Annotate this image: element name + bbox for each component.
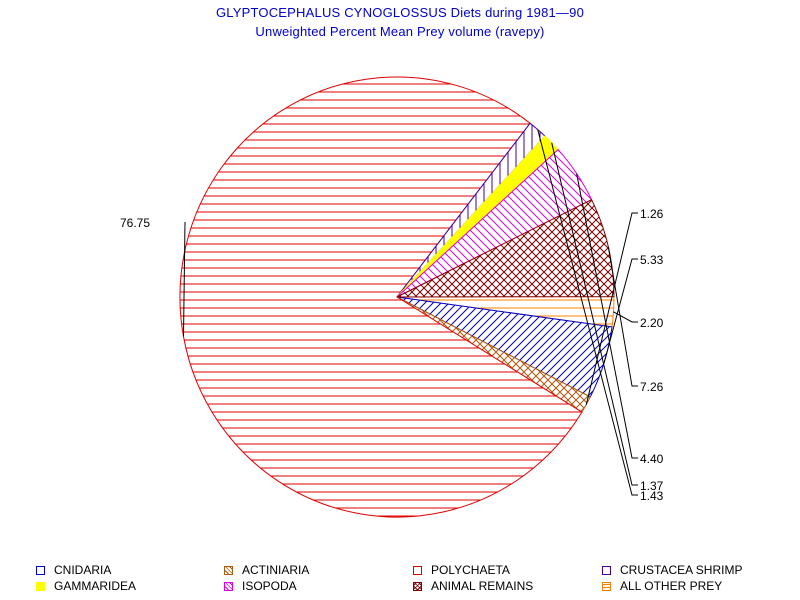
legend-swatch [224, 566, 233, 575]
leader-line [607, 246, 638, 387]
legend-label: ALL OTHER PREY [620, 579, 723, 593]
slice-value-label: 4.40 [640, 452, 664, 466]
legend-item-isopoda: ISOPODA [224, 578, 297, 594]
legend-item-gammaridea: GAMMARIDEA [36, 578, 136, 594]
slice-value-label: 76.75 [120, 216, 150, 230]
chart-title: GLYPTOCEPHALUS CYNOGLOSSUS Diets during … [215, 5, 584, 20]
legend-item-polychaeta: POLYCHAETA [413, 562, 510, 578]
chart-subtitle: Unweighted Percent Mean Prey volume (rav… [255, 24, 545, 39]
slice-value-label: 7.26 [640, 380, 664, 394]
legend-item-all-other-prey: ALL OTHER PREY [602, 578, 722, 594]
legend-swatch [413, 566, 422, 575]
leader-line [576, 173, 638, 459]
legend-swatch [602, 582, 611, 591]
legend-label: CRUSTACEA SHRIMP [620, 563, 743, 577]
legend-item-actiniaria: ACTINIARIA [224, 562, 309, 578]
leader-line [551, 142, 638, 486]
leader-line [585, 212, 638, 405]
slice-value-label: 1.37 [640, 479, 664, 493]
slice-value-label: 1.26 [640, 207, 664, 221]
pie-slice-animal-remains [396, 199, 615, 298]
leader-line [537, 129, 638, 496]
legend-label: GAMMARIDEA [54, 579, 137, 593]
legend-label: ISOPODA [242, 579, 297, 593]
legend-swatch [36, 582, 45, 591]
legend-item-crustacea-shrimp: CRUSTACEA SHRIMP [602, 562, 742, 578]
slice-value-label: 2.20 [640, 316, 664, 330]
legend-label: ACTINIARIA [242, 563, 310, 577]
legend-label: ANIMAL REMAINS [431, 579, 534, 593]
legend-swatch [413, 582, 422, 591]
legend-item-animal-remains: ANIMAL REMAINS [413, 578, 533, 594]
legend-swatch [602, 566, 611, 575]
legend-label: CNIDARIA [54, 563, 112, 577]
slice-value-label: 5.33 [640, 253, 664, 267]
legend-swatch [36, 566, 45, 575]
legend-item-cnidaria: CNIDARIA [36, 562, 111, 578]
legend-swatch [224, 582, 233, 591]
leader-line [183, 221, 186, 337]
legend-label: POLYCHAETA [431, 563, 510, 577]
leader-line [603, 258, 638, 363]
slice-value-label: 1.43 [640, 489, 664, 503]
